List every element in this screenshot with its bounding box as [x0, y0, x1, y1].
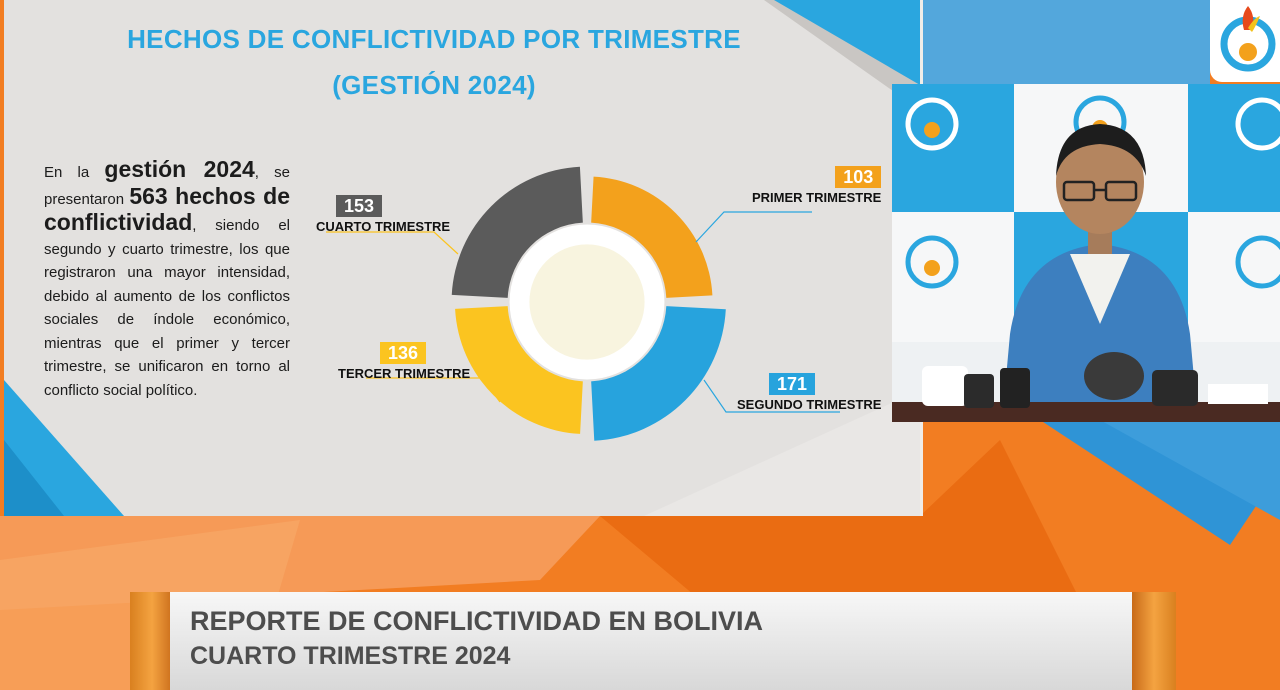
paragraph-text: En la [44, 164, 105, 181]
banner-left-cap [130, 592, 174, 690]
slide-subtitle: (GESTIÓN 2024) [332, 70, 536, 100]
paragraph-emphasis-year: gestión 2024 [104, 156, 255, 182]
value-badge-q2: 171 [769, 373, 816, 395]
leader-line-q1 [695, 211, 812, 243]
quarter-name-q4: CUARTO TRIMESTRE [316, 219, 451, 234]
label-q3: 136 TERCER TRIMESTRE [338, 342, 470, 381]
label-q4: 153 CUARTO TRIMESTRE [316, 195, 450, 234]
donut-chart [451, 166, 726, 441]
donut-segment-q1 [591, 176, 713, 298]
leader-line-q4 [326, 231, 459, 255]
presentation-slide: HECHOS DE CONFLICTIVIDAD POR TRIMESTRE (… [4, 0, 923, 516]
label-q2: 171 SEGUNDO TRIMESTRE [737, 373, 881, 412]
donut-center-inner [529, 244, 645, 360]
slide-title: HECHOS DE CONFLICTIVIDAD POR TRIMESTRE [127, 24, 741, 54]
banner-subheadline: CUARTO TRIMESTRE 2024 [190, 642, 511, 670]
donut-segment-q4 [451, 166, 583, 298]
donut-segment-q3 [455, 306, 583, 434]
value-badge-q3: 136 [380, 342, 427, 364]
speaker-video-feed [892, 84, 1280, 422]
leader-line-q3 [366, 377, 501, 403]
value-badge-q1: 103 [835, 166, 882, 188]
quarter-name-q1: PRIMER TRIMESTRE [752, 190, 882, 205]
quarter-name-q3: TERCER TRIMESTRE [338, 366, 471, 381]
defensoria-logo [1210, 0, 1280, 82]
paragraph-emphasis-total: 563 hechos de conflictividad [44, 182, 290, 235]
lower-third-banner: REPORTE DE CONFLICTIVIDAD EN BOLIVIA CUA… [130, 592, 1176, 690]
paragraph-text: , siendo el segundo y cuarto trimestre, … [44, 217, 290, 399]
quarter-name-q2: SEGUNDO TRIMESTRE [737, 397, 882, 412]
leader-line-q2 [703, 379, 840, 413]
label-q1: 103 PRIMER TRIMESTRE [752, 166, 882, 205]
slide-decoration [4, 0, 920, 516]
banner-right-cap [1132, 592, 1176, 690]
paragraph-text: , se presentaron [44, 164, 291, 208]
banner-headline: REPORTE DE CONFLICTIVIDAD EN BOLIVIA [190, 606, 764, 636]
value-badge-q4: 153 [336, 195, 383, 217]
logo-icon [1220, 6, 1276, 72]
donut-segment-q2 [591, 306, 726, 441]
banner-bar [170, 592, 1136, 690]
summary-paragraph: En la gestión 2024, se presentaron 563 h… [44, 156, 291, 402]
video-frame [892, 84, 1280, 422]
